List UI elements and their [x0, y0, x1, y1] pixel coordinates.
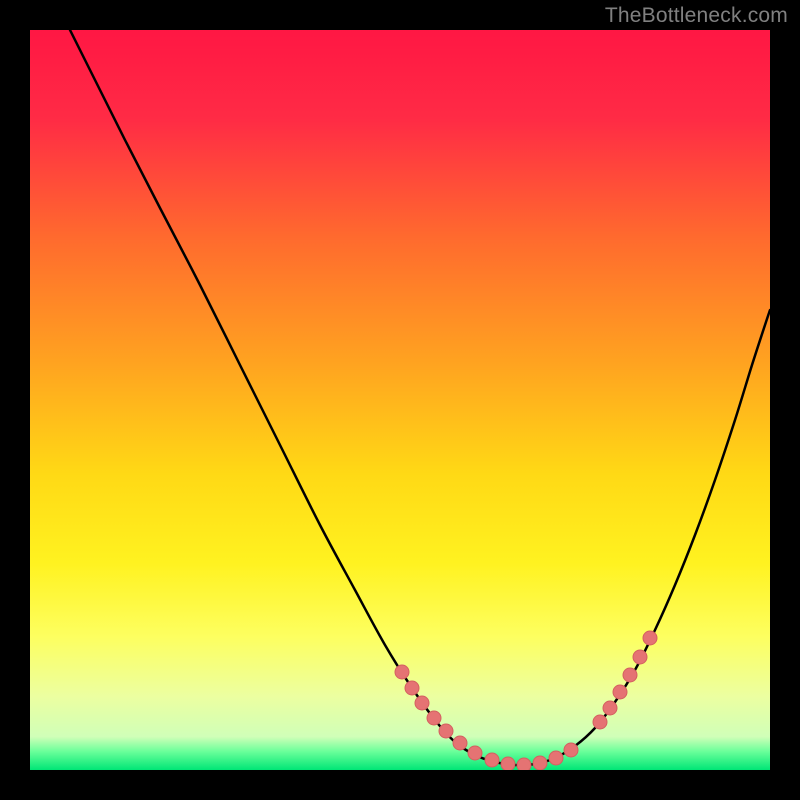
curve-marker — [549, 751, 563, 765]
curve-marker — [603, 701, 617, 715]
attribution-text: TheBottleneck.com — [605, 4, 788, 28]
curve-marker — [517, 758, 531, 770]
curve-marker — [623, 668, 637, 682]
curve-marker — [643, 631, 657, 645]
curve-marker — [485, 753, 499, 767]
curve-marker — [395, 665, 409, 679]
curve-marker — [415, 696, 429, 710]
curve-marker — [501, 757, 515, 770]
bottleneck-curve-chart — [30, 30, 770, 770]
curve-marker — [453, 736, 467, 750]
curve-marker — [633, 650, 647, 664]
curve-marker — [405, 681, 419, 695]
chart-plot-area — [30, 30, 770, 770]
curve-marker — [439, 724, 453, 738]
curve-marker — [427, 711, 441, 725]
curve-marker — [593, 715, 607, 729]
gradient-background — [30, 30, 770, 770]
curve-marker — [533, 756, 547, 770]
curve-marker — [468, 746, 482, 760]
curve-marker — [564, 743, 578, 757]
curve-marker — [613, 685, 627, 699]
